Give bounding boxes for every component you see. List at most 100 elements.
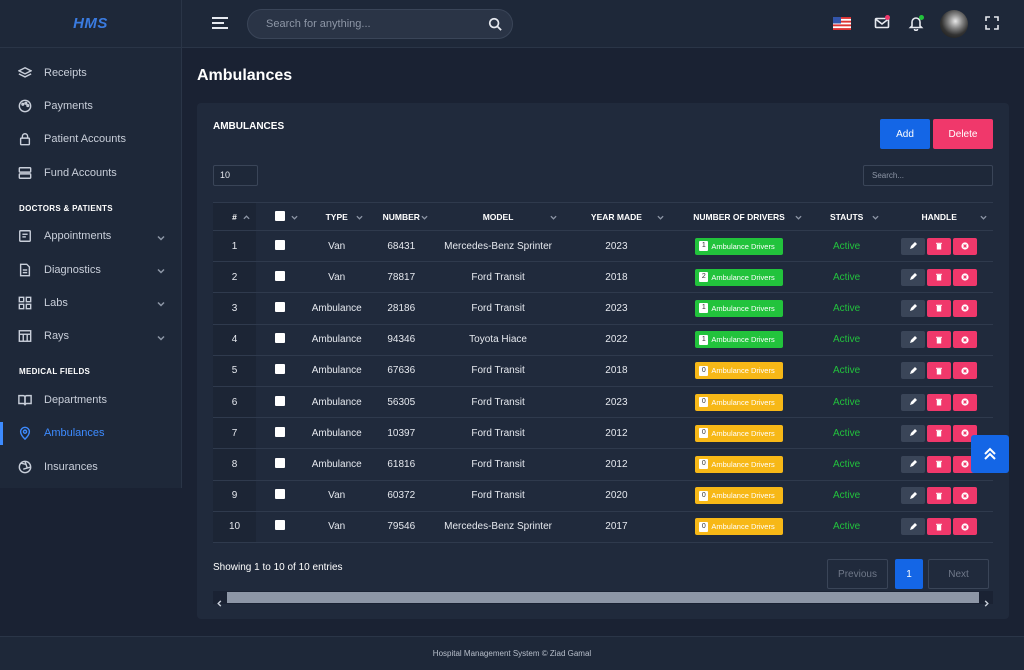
column-header-year-made[interactable]: YEAR MADE <box>562 202 671 231</box>
search-icon[interactable] <box>488 17 502 31</box>
drivers-badge[interactable]: 0 Ambulance Drivers <box>695 393 783 411</box>
horizontal-scrollbar[interactable] <box>213 591 993 607</box>
edit-button[interactable] <box>901 268 926 286</box>
trash-button[interactable] <box>927 237 952 255</box>
trash-button[interactable] <box>927 393 952 411</box>
chevron-down-icon[interactable] <box>157 333 165 341</box>
row-checkbox[interactable] <box>275 395 286 406</box>
column-header-model[interactable]: MODEL <box>433 202 563 231</box>
next-page-button[interactable]: Next <box>928 559 989 589</box>
column-header-handle[interactable]: HANDLE <box>885 202 993 231</box>
logo[interactable]: HMS <box>0 0 181 48</box>
select-all-checkbox[interactable] <box>275 210 286 221</box>
edit-button[interactable] <box>901 331 926 349</box>
chevron-down-icon[interactable] <box>157 299 165 307</box>
back-to-top-button[interactable] <box>971 435 1009 473</box>
row-checkbox[interactable] <box>275 520 286 531</box>
column-header-number-of-drivers[interactable]: NUMBER OF DRIVERS <box>670 202 808 231</box>
trash-button[interactable] <box>927 455 952 473</box>
edit-button[interactable] <box>901 237 926 255</box>
menu-toggle-icon[interactable] <box>212 17 228 29</box>
sort-down-icon[interactable] <box>356 213 363 220</box>
sort-down-icon[interactable] <box>980 213 987 220</box>
sort-down-icon[interactable] <box>795 213 802 220</box>
mail-icon[interactable] <box>874 15 890 31</box>
remove-button[interactable] <box>953 487 978 505</box>
scrollbar-thumb[interactable] <box>227 592 979 603</box>
edit-button[interactable] <box>901 362 926 380</box>
sort-down-icon[interactable] <box>872 213 879 220</box>
fullscreen-icon[interactable] <box>984 15 1000 31</box>
drivers-badge[interactable]: 0 Ambulance Drivers <box>695 455 783 473</box>
edit-button[interactable] <box>901 393 926 411</box>
sidebar-item-fund-accounts[interactable]: Fund Accounts <box>0 156 181 189</box>
chevron-down-icon[interactable] <box>157 266 165 274</box>
drivers-badge[interactable]: 1 Ambulance Drivers <box>695 331 783 349</box>
row-checkbox[interactable] <box>275 489 286 500</box>
remove-button[interactable] <box>953 268 978 286</box>
page-1-button[interactable]: 1 <box>895 559 923 589</box>
remove-button[interactable] <box>953 299 978 317</box>
sidebar-item-ambulances[interactable]: Ambulances <box>0 417 181 450</box>
remove-button[interactable] <box>953 331 978 349</box>
scroll-left-icon[interactable] <box>216 594 223 607</box>
edit-button[interactable] <box>901 487 926 505</box>
edit-button[interactable] <box>901 424 926 442</box>
sidebar-item-rays[interactable]: Rays <box>0 320 181 353</box>
sidebar-item-receipts[interactable]: Receipts <box>0 56 181 89</box>
drivers-badge[interactable]: 0 Ambulance Drivers <box>695 424 783 442</box>
row-checkbox[interactable] <box>275 301 286 312</box>
row-checkbox[interactable] <box>275 239 286 250</box>
sidebar-item-insurances[interactable]: Insurances <box>0 450 181 483</box>
sidebar-item-departments[interactable]: Departments <box>0 383 181 416</box>
column-header-type[interactable]: TYPE <box>304 202 369 231</box>
sidebar-item-appointments[interactable]: Appointments <box>0 220 181 253</box>
column-header-select-all[interactable] <box>256 202 305 231</box>
sort-down-icon[interactable] <box>291 213 299 220</box>
sidebar-item-payments[interactable]: Payments <box>0 89 181 122</box>
drivers-badge[interactable]: 2 Ambulance Drivers <box>695 268 783 286</box>
edit-button[interactable] <box>901 518 926 536</box>
drivers-badge[interactable]: 0 Ambulance Drivers <box>695 518 783 536</box>
sidebar-item-patient-accounts[interactable]: Patient Accounts <box>0 123 181 156</box>
drivers-badge[interactable]: 1 Ambulance Drivers <box>695 299 783 317</box>
sort-down-icon[interactable] <box>420 213 428 220</box>
delete-button[interactable]: Delete <box>933 119 993 149</box>
edit-button[interactable] <box>901 299 926 317</box>
scroll-right-icon[interactable] <box>983 594 990 607</box>
remove-button[interactable] <box>953 362 978 380</box>
row-checkbox[interactable] <box>275 364 286 375</box>
page-length-select[interactable]: 10 <box>213 165 258 186</box>
trash-button[interactable] <box>927 518 952 536</box>
trash-button[interactable] <box>927 299 952 317</box>
global-search-input[interactable] <box>248 10 468 38</box>
column-header-stauts[interactable]: STAUTS <box>807 202 886 231</box>
sidebar-item-diagnostics[interactable]: Diagnostics <box>0 253 181 286</box>
row-checkbox[interactable] <box>275 457 286 468</box>
trash-button[interactable] <box>927 424 952 442</box>
trash-button[interactable] <box>927 362 952 380</box>
table-search-input[interactable] <box>863 165 993 186</box>
chevron-down-icon[interactable] <box>157 233 165 241</box>
remove-button[interactable] <box>953 393 978 411</box>
row-checkbox[interactable] <box>275 270 286 281</box>
column-header-number[interactable]: NUMBER <box>368 202 434 231</box>
sort-down-icon[interactable] <box>657 213 664 220</box>
row-checkbox[interactable] <box>275 333 286 344</box>
row-checkbox[interactable] <box>275 426 286 437</box>
sort-up-icon[interactable] <box>243 213 250 220</box>
previous-page-button[interactable]: Previous <box>827 559 888 589</box>
drivers-badge[interactable]: 0 Ambulance Drivers <box>695 487 783 505</box>
trash-button[interactable] <box>927 331 952 349</box>
drivers-badge[interactable]: 1 Ambulance Drivers <box>695 237 783 255</box>
user-avatar[interactable] <box>940 10 968 38</box>
sort-down-icon[interactable] <box>550 213 557 220</box>
drivers-badge[interactable]: 0 Ambulance Drivers <box>695 362 783 380</box>
remove-button[interactable] <box>953 237 978 255</box>
sidebar-item-labs[interactable]: Labs <box>0 286 181 319</box>
us-flag-icon[interactable] <box>833 17 851 30</box>
bell-icon[interactable] <box>908 15 924 32</box>
column-header-index[interactable]: # <box>213 202 257 231</box>
trash-button[interactable] <box>927 487 952 505</box>
edit-button[interactable] <box>901 455 926 473</box>
